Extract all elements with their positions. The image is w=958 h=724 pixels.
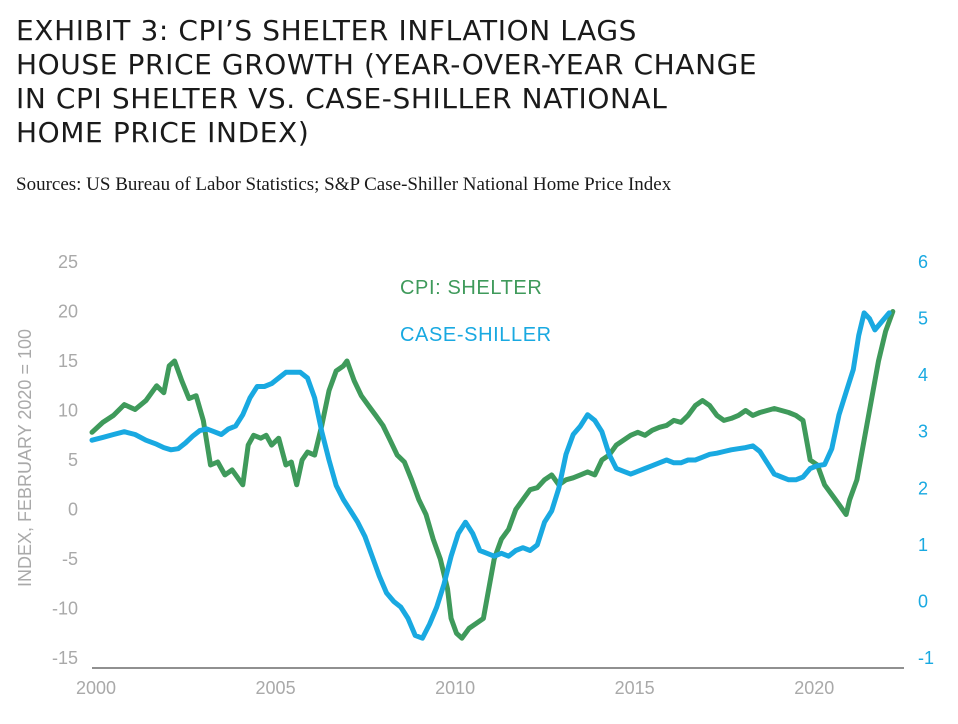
title-line: HOME PRICE INDEX)	[16, 116, 310, 149]
x-tick-label: 2000	[76, 678, 116, 698]
x-tick-label: 2005	[256, 678, 296, 698]
x-tick-label: 2015	[615, 678, 655, 698]
right-tick-label: -1	[918, 648, 934, 668]
right-tick-label: 3	[918, 422, 928, 442]
right-tick-label: 4	[918, 365, 928, 385]
legend-label-case-shiller: CASE-SHILLER	[400, 324, 552, 346]
x-tick-label: 2020	[794, 678, 834, 698]
right-tick-label: 1	[918, 535, 928, 555]
series-line-cpi-shelter	[89, 309, 896, 641]
left-tick-label: 10	[58, 401, 78, 421]
left-tick-label: 5	[68, 450, 78, 470]
left-tick-label: 0	[68, 500, 78, 520]
left-tick-label: -15	[52, 648, 78, 668]
title-line: IN CPI SHELTER VS. CASE-SHILLER NATIONAL	[16, 82, 668, 115]
legend-label-shelter: CPI: SHELTER	[400, 277, 542, 299]
left-tick-label: 20	[58, 302, 78, 322]
right-tick-label: 0	[918, 591, 928, 611]
title-line: HOUSE PRICE GROWTH (YEAR-OVER-YEAR CHANG…	[16, 48, 758, 81]
left-tick-label: -5	[62, 549, 78, 569]
x-axis: 2000 2005 2010 2015 2020	[76, 667, 904, 698]
left-axis: 25 20 15 10 5 0 -5 -10 -15	[52, 252, 78, 668]
left-tick-label: -10	[52, 599, 78, 619]
title-line: EXHIBIT 3: CPI’S SHELTER INFLATION LAGS	[16, 14, 638, 47]
right-tick-label: 6	[918, 252, 928, 272]
right-tick-label: 5	[918, 309, 928, 329]
source-note: Sources: US Bureau of Labor Statistics; …	[16, 174, 672, 195]
series-lines	[89, 309, 896, 641]
right-axis: 6 5 4 3 2 1 0 -1	[918, 252, 934, 668]
left-tick-label: 25	[58, 252, 78, 272]
chart-title: EXHIBIT 3: CPI’S SHELTER INFLATION LAGS …	[16, 14, 916, 150]
right-tick-label: 2	[918, 478, 928, 498]
y-axis-label: INDEX, FEBRUARY 2020 = 100	[15, 329, 35, 587]
series-line-case-shiller	[89, 310, 892, 641]
left-tick-label: 15	[58, 351, 78, 371]
x-tick-label: 2010	[435, 678, 475, 698]
